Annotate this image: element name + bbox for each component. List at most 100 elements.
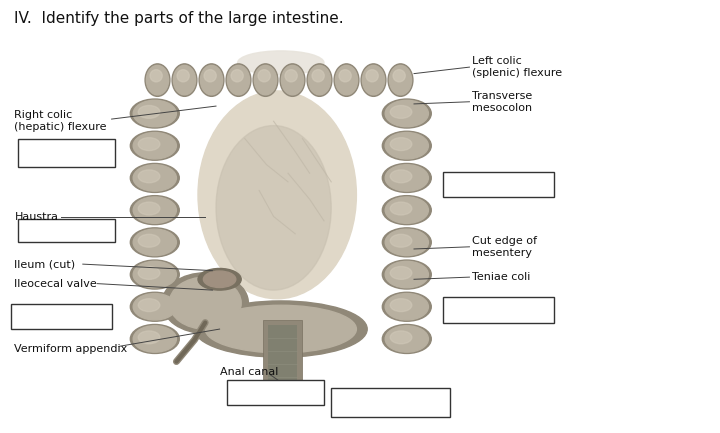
Ellipse shape xyxy=(138,266,160,279)
Ellipse shape xyxy=(231,70,243,82)
Ellipse shape xyxy=(138,138,160,151)
Ellipse shape xyxy=(307,64,332,97)
Ellipse shape xyxy=(133,262,176,288)
Ellipse shape xyxy=(200,65,222,95)
Ellipse shape xyxy=(385,326,428,352)
Ellipse shape xyxy=(133,132,176,159)
Text: Teniae coli: Teniae coli xyxy=(472,272,530,282)
Ellipse shape xyxy=(382,228,431,257)
Ellipse shape xyxy=(130,99,179,128)
Ellipse shape xyxy=(138,299,160,312)
Ellipse shape xyxy=(385,229,428,255)
Ellipse shape xyxy=(138,106,160,118)
Ellipse shape xyxy=(133,197,176,223)
Ellipse shape xyxy=(390,202,412,215)
Ellipse shape xyxy=(133,165,176,191)
Ellipse shape xyxy=(162,273,248,333)
Ellipse shape xyxy=(138,202,160,215)
Ellipse shape xyxy=(312,70,324,82)
Ellipse shape xyxy=(282,65,304,95)
Bar xyxy=(331,388,450,417)
Ellipse shape xyxy=(254,65,276,95)
Ellipse shape xyxy=(138,234,160,247)
Ellipse shape xyxy=(172,64,197,97)
Ellipse shape xyxy=(385,197,428,223)
Ellipse shape xyxy=(385,165,428,191)
Ellipse shape xyxy=(390,138,412,151)
Ellipse shape xyxy=(382,292,431,321)
Ellipse shape xyxy=(253,64,278,97)
Text: Vermiform appendix: Vermiform appendix xyxy=(14,343,127,354)
Ellipse shape xyxy=(130,196,179,225)
Ellipse shape xyxy=(393,70,405,82)
Ellipse shape xyxy=(280,64,305,97)
Bar xyxy=(268,325,297,392)
Ellipse shape xyxy=(390,266,412,279)
Ellipse shape xyxy=(382,99,431,128)
Ellipse shape xyxy=(382,260,431,289)
Text: Right colic
(hepatic) flexure: Right colic (hepatic) flexure xyxy=(14,110,107,132)
Ellipse shape xyxy=(308,65,330,95)
Ellipse shape xyxy=(336,65,358,95)
Ellipse shape xyxy=(169,277,241,329)
Ellipse shape xyxy=(130,292,179,321)
Ellipse shape xyxy=(390,234,412,247)
Ellipse shape xyxy=(204,271,236,288)
Ellipse shape xyxy=(194,301,367,357)
Ellipse shape xyxy=(199,64,224,97)
Ellipse shape xyxy=(198,268,241,290)
Ellipse shape xyxy=(362,65,384,95)
Ellipse shape xyxy=(385,294,428,320)
Ellipse shape xyxy=(385,262,428,288)
Ellipse shape xyxy=(138,331,160,344)
Ellipse shape xyxy=(339,70,351,82)
Ellipse shape xyxy=(133,229,176,255)
Ellipse shape xyxy=(388,64,413,97)
Ellipse shape xyxy=(382,131,431,160)
Ellipse shape xyxy=(285,70,297,82)
Bar xyxy=(18,139,115,167)
Ellipse shape xyxy=(130,131,179,160)
Ellipse shape xyxy=(133,100,176,127)
Ellipse shape xyxy=(382,163,431,192)
Ellipse shape xyxy=(216,126,331,290)
Ellipse shape xyxy=(385,100,428,127)
Bar xyxy=(227,380,324,405)
Ellipse shape xyxy=(130,324,179,353)
Text: Left colic
(splenic) flexure: Left colic (splenic) flexure xyxy=(472,56,562,78)
Ellipse shape xyxy=(390,299,412,312)
Ellipse shape xyxy=(390,106,412,118)
Text: Ileum (cut): Ileum (cut) xyxy=(14,259,76,269)
Text: IV.  Identify the parts of the large intestine.: IV. Identify the parts of the large inte… xyxy=(14,11,344,26)
Ellipse shape xyxy=(366,70,378,82)
Bar xyxy=(263,320,302,394)
Ellipse shape xyxy=(238,51,324,75)
Bar xyxy=(443,297,554,323)
Ellipse shape xyxy=(204,70,216,82)
Ellipse shape xyxy=(390,65,412,95)
Ellipse shape xyxy=(133,294,176,320)
Ellipse shape xyxy=(390,170,412,183)
Ellipse shape xyxy=(382,196,431,225)
Ellipse shape xyxy=(145,64,170,97)
Ellipse shape xyxy=(205,305,356,353)
Text: Anal canal: Anal canal xyxy=(220,367,278,378)
Ellipse shape xyxy=(130,260,179,289)
Ellipse shape xyxy=(228,65,250,95)
Ellipse shape xyxy=(138,170,160,183)
Ellipse shape xyxy=(130,228,179,257)
Ellipse shape xyxy=(130,163,179,192)
Ellipse shape xyxy=(198,91,356,299)
Ellipse shape xyxy=(382,324,431,353)
Bar xyxy=(18,219,115,242)
Ellipse shape xyxy=(385,132,428,159)
Text: Transverse
mesocolon: Transverse mesocolon xyxy=(472,91,532,113)
Bar xyxy=(443,172,554,197)
Ellipse shape xyxy=(174,65,196,95)
Ellipse shape xyxy=(361,64,386,97)
Ellipse shape xyxy=(133,326,176,352)
Text: Ileocecal valve: Ileocecal valve xyxy=(14,278,97,289)
Ellipse shape xyxy=(146,65,168,95)
Ellipse shape xyxy=(150,70,162,82)
Ellipse shape xyxy=(177,70,189,82)
